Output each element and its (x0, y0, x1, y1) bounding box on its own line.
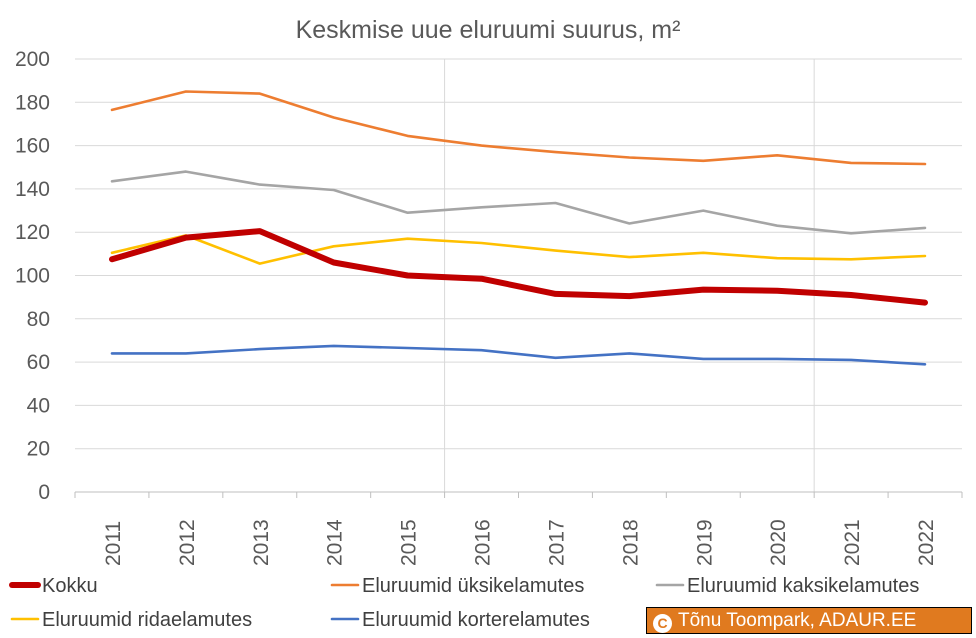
axes: 0 20 40 60 80 100 120 140 160 180 200 2011 2012 2013 2… (15, 48, 963, 566)
y-tick-label: 40 (27, 394, 50, 417)
y-tick-label: 80 (27, 308, 50, 331)
y-tick-label: 0 (38, 481, 50, 504)
legend-label: Kokku (42, 575, 98, 597)
x-tick-label: 2019 (693, 519, 716, 566)
copyright-icon: C (653, 614, 672, 633)
y-tick-label: 200 (15, 48, 50, 71)
series-line-4 (110, 234, 927, 265)
series-lines (109, 90, 928, 366)
series-line-3 (110, 170, 927, 235)
copyright-badge: C Tõnu Toompark, ADAUR.EE (646, 607, 972, 634)
series-line-1 (109, 228, 928, 306)
y-tick-label: 20 (27, 438, 50, 461)
x-tick-label: 2021 (841, 519, 864, 566)
x-tick-label: 2014 (324, 519, 347, 566)
y-tick-label: 120 (15, 221, 50, 244)
x-tick-label: 2012 (176, 519, 199, 566)
gridlines (75, 58, 962, 492)
legend: Kokku Eluruumid üksikelamutes Eluruumid ka… (9, 575, 919, 631)
legend-label: Eluruumid üksikelamutes (362, 575, 584, 597)
y-tick-label: 180 (15, 91, 50, 114)
legend-label: Eluruumid kaksikelamutes (687, 575, 919, 597)
x-tick-label: 2016 (472, 519, 495, 566)
legend-label: Eluruumid korterelamutes (362, 609, 590, 631)
chart-title: Keskmise uue eluruumi suurus, m² (296, 16, 681, 44)
x-tick-label: 2013 (250, 519, 273, 566)
y-tick-label: 100 (15, 265, 50, 288)
series-line-2 (110, 90, 927, 166)
series-line-5 (110, 344, 927, 366)
x-tick-label: 2020 (767, 519, 790, 566)
x-tick-label: 2015 (398, 519, 421, 566)
x-tick-label: 2022 (915, 519, 938, 566)
x-tick-label: 2017 (545, 519, 568, 566)
y-tick-label: 140 (15, 178, 50, 201)
legend-label: Eluruumid ridaelamutes (42, 609, 252, 631)
copyright-text: Tõnu Toompark, ADAUR.EE (678, 610, 917, 631)
y-tick-label: 60 (27, 351, 50, 374)
x-tick-label: 2018 (619, 519, 642, 566)
x-tick-label: 2011 (102, 521, 125, 566)
y-tick-label: 160 (15, 135, 50, 158)
